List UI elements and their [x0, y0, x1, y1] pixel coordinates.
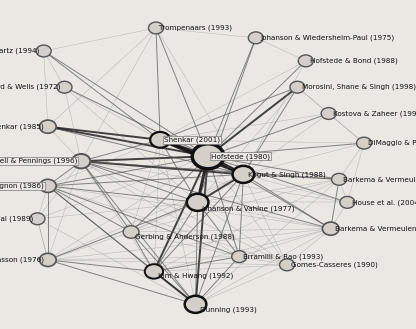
- Circle shape: [185, 296, 206, 313]
- Circle shape: [40, 253, 56, 266]
- Text: Kostova & Zaheer (1999): Kostova & Zaheer (1999): [333, 110, 416, 117]
- Text: Ronen & Shenkar (1985): Ronen & Shenkar (1985): [0, 123, 44, 130]
- Text: Hofstede & Bond (1988): Hofstede & Bond (1988): [310, 58, 398, 64]
- Circle shape: [357, 137, 371, 149]
- Text: Barkema & Vermeulen (1997): Barkema & Vermeulen (1997): [335, 225, 416, 232]
- Text: Bartlett & Ghoshal (1989): Bartlett & Ghoshal (1989): [0, 215, 33, 222]
- Text: Schwartz (1994): Schwartz (1994): [0, 48, 40, 54]
- Circle shape: [36, 45, 51, 57]
- Text: Anderson & Gatignon (1986): Anderson & Gatignon (1986): [0, 183, 44, 189]
- Circle shape: [248, 32, 263, 44]
- Text: Kogut & Singh (1988): Kogut & Singh (1988): [248, 171, 325, 178]
- Circle shape: [340, 196, 355, 208]
- Circle shape: [280, 259, 295, 271]
- Circle shape: [30, 213, 45, 225]
- Circle shape: [150, 132, 170, 148]
- Text: Erramilli & Rao (1993): Erramilli & Rao (1993): [243, 253, 324, 260]
- Text: Barkema & Vermeulen (1998): Barkema & Vermeulen (1998): [343, 176, 416, 183]
- Circle shape: [40, 120, 56, 133]
- Circle shape: [40, 179, 56, 192]
- Text: Gomes-Casseres (1990): Gomes-Casseres (1990): [291, 262, 378, 268]
- Text: Barkema, Bell & Pennings (1996): Barkema, Bell & Pennings (1996): [0, 158, 77, 164]
- Circle shape: [72, 154, 90, 168]
- Text: Kim & Hwang (1992): Kim & Hwang (1992): [158, 273, 233, 279]
- Text: Shenkar (2001): Shenkar (2001): [164, 137, 220, 143]
- Text: House et al. (2004): House et al. (2004): [352, 199, 416, 206]
- Circle shape: [192, 144, 224, 169]
- Circle shape: [290, 81, 305, 93]
- Text: Trompenaars (1993): Trompenaars (1993): [159, 25, 232, 31]
- Circle shape: [145, 264, 163, 279]
- Circle shape: [149, 22, 163, 34]
- Circle shape: [298, 55, 313, 67]
- Text: Buckley & Casson (1976): Buckley & Casson (1976): [0, 257, 44, 263]
- Circle shape: [321, 108, 336, 119]
- Circle shape: [322, 222, 339, 235]
- Text: Gerbing & Anderson (1988): Gerbing & Anderson (1988): [135, 234, 235, 240]
- Circle shape: [57, 81, 72, 93]
- Text: Stopford & Wells (1972): Stopford & Wells (1972): [0, 84, 60, 90]
- Text: Johanson & Vahlne (1977): Johanson & Vahlne (1977): [202, 205, 295, 212]
- Circle shape: [187, 194, 208, 211]
- Circle shape: [233, 166, 254, 183]
- Text: Johanson & Wiedersheim-Paul (1975): Johanson & Wiedersheim-Paul (1975): [260, 35, 394, 41]
- Circle shape: [332, 173, 347, 185]
- Circle shape: [232, 251, 247, 263]
- Text: Morosini, Shane & Singh (1998): Morosini, Shane & Singh (1998): [302, 84, 416, 90]
- Text: Hofstede (1980): Hofstede (1980): [211, 153, 270, 160]
- Circle shape: [123, 226, 139, 238]
- Text: DiMaggio & Powell (1983): DiMaggio & Powell (1983): [368, 140, 416, 146]
- Text: Dunning (1993): Dunning (1993): [200, 307, 256, 314]
